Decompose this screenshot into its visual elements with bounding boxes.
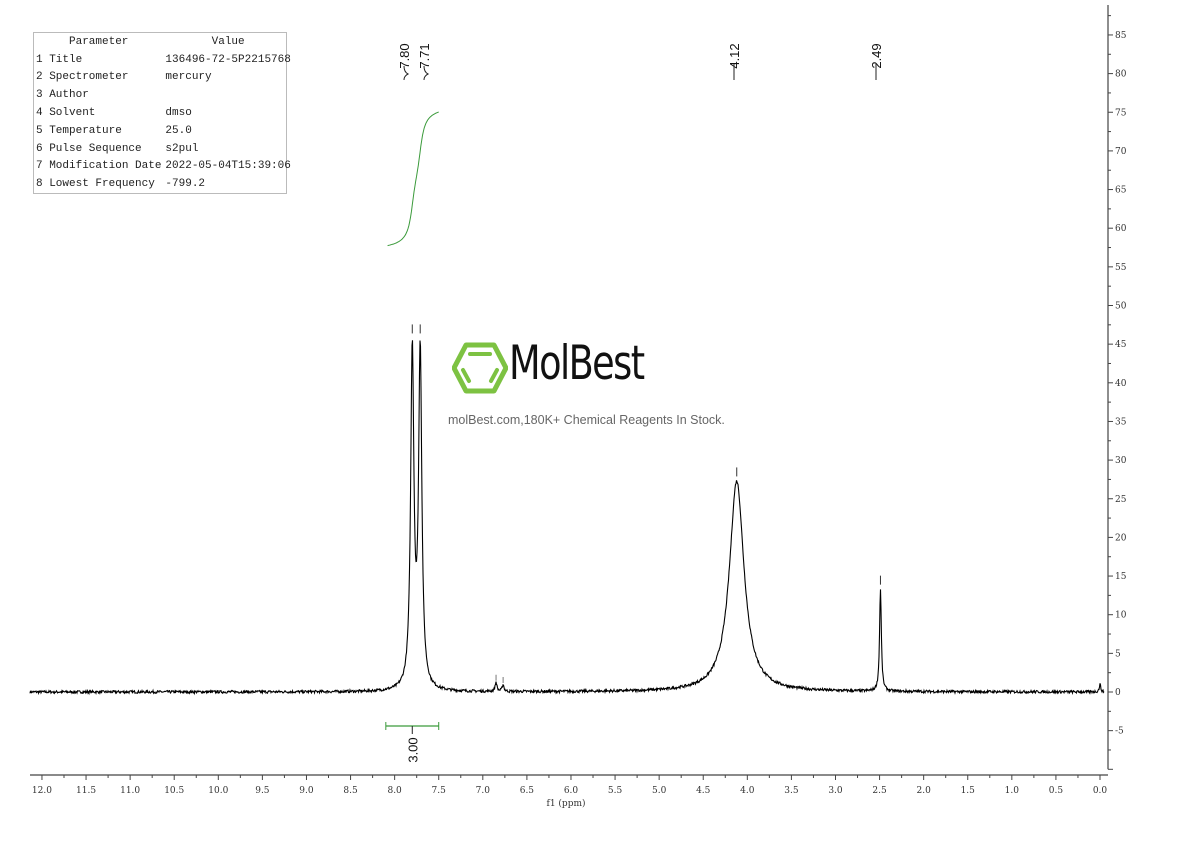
param-value: 136496-72-5P2215768 [165,53,291,66]
y-tick-label: -5 [1115,727,1124,737]
y-tick-label: 50 [1115,302,1127,312]
table-row: 3 Author [34,86,293,104]
peak-label: 7.71 [417,43,432,68]
table-row: 1 Title 136496-72-5P2215768 [34,51,293,69]
y-tick-label: 5 [1115,649,1121,659]
x-tick-label: 3.0 [828,786,843,796]
parameter-table: Parameter Value 1 Title 136496-72-5P22157… [33,32,291,195]
peak-connector [423,65,430,81]
param-value: mercury [165,71,212,84]
table-row: 4 Solvent dmso [34,104,293,122]
y-tick-label: 25 [1115,495,1127,505]
spectrum-trace [29,340,1105,696]
param-value [163,86,292,104]
y-tick-label: 80 [1115,70,1127,80]
integral-value-label: 3.00 [405,737,420,762]
parameter-table-header: Parameter Value [34,33,293,51]
y-tick-label: 35 [1115,417,1127,427]
peak-label: 7.80 [397,43,412,68]
y-tick-label: 85 [1115,31,1127,41]
watermark-tagline: molBest.com,180K+ Chemical Reagents In S… [448,413,725,427]
y-tick-label: 65 [1115,186,1127,196]
header-parameter: Parameter [69,35,129,48]
x-tick-label: 9.5 [255,786,270,796]
x-tick-label: 6.5 [520,786,535,796]
y-tick-label: 70 [1115,147,1127,157]
spectrum-group [29,340,1105,696]
param-name: 8 Lowest Frequency [36,178,155,191]
param-value: s2pul [165,142,199,155]
y-tick-label: 10 [1115,611,1127,621]
x-tick-label: 7.0 [476,786,491,796]
table-row: 7 Modification Date 2022-05-04T15:39:06 [34,158,293,176]
y-tick-label: 15 [1115,572,1127,582]
watermark-brand: MolBest [509,336,645,391]
param-name: 4 Solvent [36,107,96,120]
x-tick-label: 8.5 [343,786,358,796]
param-name: 5 Temperature [36,124,122,137]
x-tick-label: 2.0 [916,786,931,796]
param-name: 7 Modification Date [36,160,162,173]
y-tick-label: 60 [1115,224,1127,234]
peak-label: 2.49 [869,43,884,68]
x-tick-label: 4.0 [740,786,755,796]
y-tick-label: 55 [1115,263,1127,273]
y-tick-label: 20 [1115,533,1127,543]
x-tick-label: 5.5 [608,786,623,796]
param-name: 1 Title [36,53,83,66]
integral-group: 3.00 [385,111,440,763]
x-tick-label: 11.0 [120,786,140,796]
param-name: 2 Spectrometer [36,71,129,84]
param-value: 25.0 [165,124,192,137]
y-tick-label: 45 [1115,340,1127,350]
x-tick-label: 8.0 [387,786,402,796]
x-tick-label: 4.5 [696,786,711,796]
integral-curve [387,111,439,247]
x-tick-label: 11.5 [76,786,96,796]
peak-connector [403,65,410,81]
x-tick-label: 0.5 [1049,786,1064,796]
x-tick-label: 0.0 [1093,786,1108,796]
x-tick-label: 10.5 [164,786,184,796]
x-tick-label: 5.0 [652,786,667,796]
peak-labels: 7.80 7.71 4.12 2.49 [397,43,884,684]
x-tick-label: 3.5 [784,786,799,796]
x-tick-label: 2.5 [872,786,887,796]
param-value: -799.2 [165,178,206,191]
x-tick-label: 10.0 [208,786,228,796]
peak-label: 4.12 [727,43,742,68]
table-row: 8 Lowest Frequency -799.2 [34,175,293,193]
x-tick-label: 7.5 [432,786,447,796]
table-row: 5 Temperature 25.0 [34,122,293,140]
y-tick-label: 40 [1115,379,1127,389]
y-tick-label: 75 [1115,108,1127,118]
x-tick-label: 9.0 [299,786,314,796]
y-tick-label: 30 [1115,456,1127,466]
table-row: 2 Spectrometer mercury [34,69,293,87]
x-tick-label: 1.5 [961,786,976,796]
param-name: 3 Author [36,89,89,102]
molbest-hexagon-logo-icon [452,342,508,394]
header-value: Value [211,35,245,48]
param-name: 6 Pulse Sequence [36,142,142,155]
y-tick-label: 0 [1115,688,1121,698]
x-axis-label: f1 (ppm) [547,798,586,809]
x-tick-label: 1.0 [1005,786,1020,796]
param-value: 2022-05-04T15:39:06 [165,160,291,173]
table-row: 6 Pulse Sequence s2pul [34,140,293,158]
param-value: dmso [165,107,192,120]
x-tick-label: 6.0 [564,786,579,796]
x-tick-label: 12.0 [32,786,52,796]
axes: 12.0 11.5 11.0 10.5 10.0 9.5 9.0 8.5 8.0 7.5 7.0 6.… [30,5,1127,796]
